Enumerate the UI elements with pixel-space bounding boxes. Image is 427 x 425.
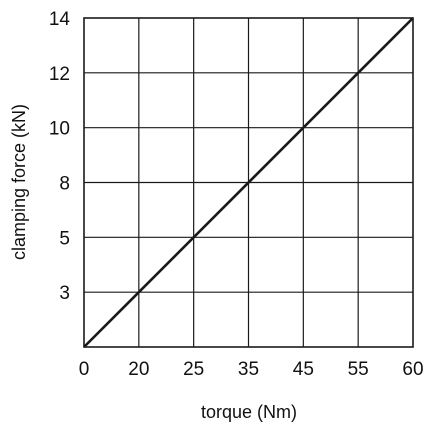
y-tick-label: 12: [49, 64, 70, 85]
x-axis-label: torque (Nm): [201, 402, 297, 422]
y-axis-label: clamping force (kN): [9, 104, 29, 260]
x-axis-ticks: 0 20 25 35 45 55 60: [79, 359, 424, 380]
x-tick-label: 20: [128, 359, 149, 380]
x-tick-label: 35: [238, 359, 259, 380]
y-tick-label: 3: [59, 283, 70, 304]
y-axis-ticks: 3 5 8 10 12 14: [49, 9, 71, 304]
plot-frame: [83, 17, 414, 348]
y-tick-label: 5: [59, 228, 70, 249]
chart-series: [83, 17, 414, 348]
x-tick-label: 55: [348, 359, 369, 380]
x-tick-label: 0: [79, 359, 90, 380]
y-tick-label: 10: [49, 119, 70, 140]
y-tick-label: 8: [59, 174, 70, 195]
chart-grid: [84, 18, 413, 347]
y-tick-label: 14: [49, 9, 71, 30]
x-tick-label: 60: [402, 359, 423, 380]
x-tick-label: 25: [183, 359, 204, 380]
x-tick-label: 45: [293, 359, 314, 380]
series-line: [83, 17, 414, 348]
